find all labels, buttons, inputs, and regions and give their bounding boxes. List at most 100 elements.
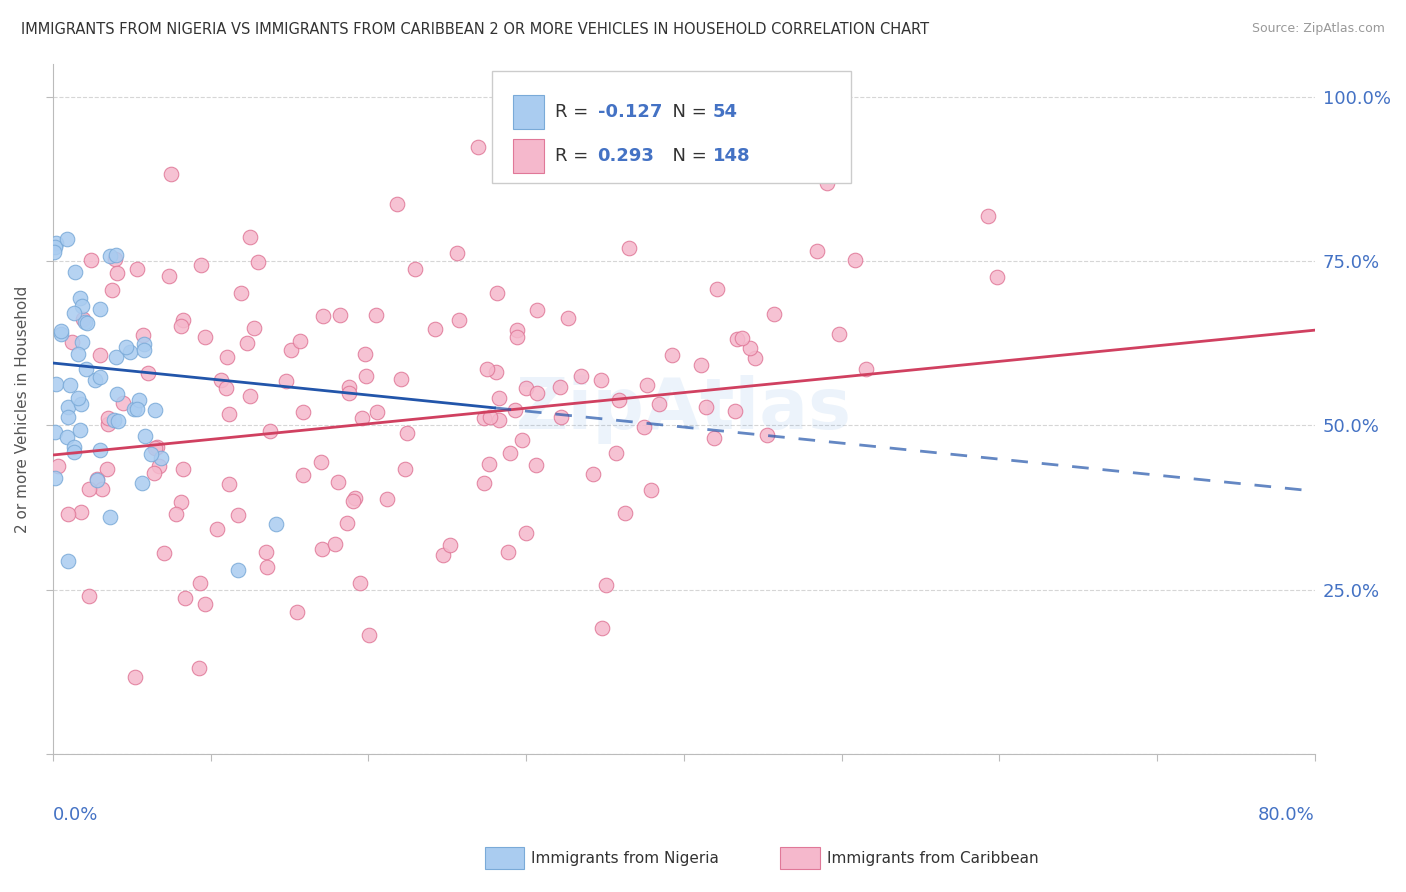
Point xyxy=(56,430,79,444)
Point xyxy=(138,366,160,380)
Text: 0.293: 0.293 xyxy=(598,147,654,165)
Point xyxy=(105,350,128,364)
Point xyxy=(844,252,866,267)
Point xyxy=(63,441,86,455)
Text: 80.0%: 80.0% xyxy=(1258,805,1315,823)
Point xyxy=(120,345,142,359)
Y-axis label: 2 or more Vehicles in Household: 2 or more Vehicles in Household xyxy=(15,285,30,533)
Point xyxy=(274,374,297,388)
Point xyxy=(323,536,346,550)
Point xyxy=(98,510,121,524)
Point xyxy=(349,576,371,591)
Text: R =: R = xyxy=(555,147,595,165)
Point xyxy=(157,269,180,284)
Point xyxy=(343,491,366,505)
Point xyxy=(170,494,193,508)
Point xyxy=(702,431,724,445)
Point xyxy=(131,328,153,343)
Point xyxy=(510,433,533,447)
Point xyxy=(77,589,100,603)
Point xyxy=(731,331,754,345)
Point xyxy=(353,347,375,361)
Point xyxy=(165,508,187,522)
Point xyxy=(291,405,314,419)
Point xyxy=(215,350,238,364)
Point xyxy=(828,327,851,342)
Point xyxy=(55,232,77,246)
Point xyxy=(70,335,93,350)
Point xyxy=(86,473,108,487)
Point xyxy=(613,507,636,521)
Point xyxy=(285,605,308,619)
Point xyxy=(689,358,711,372)
Point xyxy=(79,252,101,267)
Point xyxy=(152,546,174,560)
Point xyxy=(56,507,79,521)
Point xyxy=(103,412,125,426)
Point xyxy=(447,313,470,327)
Point xyxy=(72,312,94,326)
Text: R =: R = xyxy=(555,103,595,120)
Point xyxy=(69,423,91,437)
Point xyxy=(591,621,613,635)
Point xyxy=(127,401,149,416)
Point xyxy=(89,370,111,384)
Point xyxy=(218,477,240,491)
Point xyxy=(756,428,779,442)
Point xyxy=(188,575,211,590)
Text: N =: N = xyxy=(661,103,713,120)
Point xyxy=(67,347,90,361)
Point xyxy=(357,628,380,642)
Point xyxy=(105,248,128,262)
Point xyxy=(91,482,114,496)
Point xyxy=(247,255,270,269)
Point xyxy=(550,409,572,424)
Point xyxy=(744,351,766,366)
Point xyxy=(292,468,315,483)
Point xyxy=(404,262,426,277)
Point xyxy=(97,417,120,431)
Point xyxy=(439,538,461,552)
Point xyxy=(70,299,93,313)
Point xyxy=(375,491,398,506)
Point xyxy=(231,286,253,301)
Point xyxy=(366,405,388,419)
Point xyxy=(86,472,108,486)
Point xyxy=(395,425,418,440)
Point xyxy=(89,443,111,458)
Point xyxy=(173,591,195,605)
Point xyxy=(134,428,156,442)
Point xyxy=(472,411,495,425)
Text: Immigrants from Caribbean: Immigrants from Caribbean xyxy=(827,851,1039,865)
Point xyxy=(364,308,387,322)
Point xyxy=(149,451,172,466)
Point xyxy=(565,81,588,95)
Point xyxy=(740,342,762,356)
Point xyxy=(194,597,217,611)
Point xyxy=(636,378,658,392)
Point xyxy=(205,522,228,536)
Point xyxy=(89,301,111,316)
Point xyxy=(557,310,579,325)
Point xyxy=(640,483,662,497)
Point xyxy=(815,176,838,190)
Point xyxy=(595,578,617,592)
Text: Source: ZipAtlas.com: Source: ZipAtlas.com xyxy=(1251,22,1385,36)
Point xyxy=(69,505,91,519)
Point xyxy=(329,309,352,323)
Point xyxy=(342,494,364,508)
Text: N =: N = xyxy=(661,147,713,165)
Point xyxy=(160,168,183,182)
Point xyxy=(695,400,717,414)
Point xyxy=(617,240,640,254)
Point xyxy=(986,269,1008,284)
Point xyxy=(44,245,66,260)
Point xyxy=(44,471,66,485)
Point xyxy=(104,252,127,266)
Point xyxy=(475,361,498,376)
Point xyxy=(569,368,592,383)
Point xyxy=(76,316,98,330)
Point xyxy=(485,366,508,380)
Text: IMMIGRANTS FROM NIGERIA VS IMMIGRANTS FROM CARIBBEAN 2 OR MORE VEHICLES IN HOUSE: IMMIGRANTS FROM NIGERIA VS IMMIGRANTS FR… xyxy=(21,22,929,37)
Point xyxy=(762,307,785,321)
